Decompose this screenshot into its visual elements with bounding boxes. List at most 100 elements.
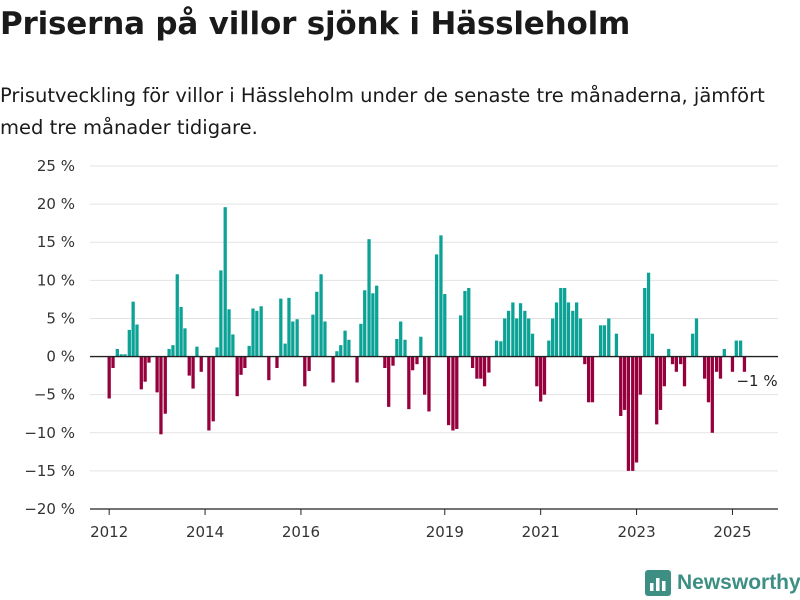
bar [706,356,711,403]
bar [467,287,471,357]
bar-chart: 25 % 20 % 15 % 10 % 5 % 0 % −5 % −10 % −15 % −20 … [24,157,778,541]
bar [199,356,203,372]
bar [455,356,459,429]
latest-value-annotation: −1 % [736,372,777,390]
y-tick-label: 25 % [37,157,75,175]
y-tick-label: −10 % [24,424,75,442]
bar [387,356,391,407]
x-tick-label: 2023 [617,523,655,541]
bar [135,324,139,357]
bar [710,356,714,433]
bar [571,310,575,357]
chart-subtitle: Prisutveckling för villor i Hässleholm u… [0,84,765,139]
bar [470,356,475,368]
brand-name: Newsworthy [677,571,800,594]
bar [535,356,539,387]
bar [235,356,239,397]
bar [371,293,375,357]
bar [634,356,639,463]
y-tick-label: 20 % [37,195,75,213]
bar [631,356,635,471]
x-tick-label: 2025 [713,523,751,541]
bar [163,356,167,414]
bar [511,302,515,357]
bar [551,318,555,357]
bar [183,328,187,357]
bar [614,333,619,357]
bar [646,272,651,357]
bar [175,274,179,357]
bar [458,315,463,357]
bar [231,334,235,357]
bar [446,356,451,426]
y-tick-label: 10 % [37,271,75,289]
bar [547,340,551,357]
bar [207,356,211,431]
y-tick-label: 0 % [46,348,75,366]
bar [586,356,591,403]
y-axis-tick-labels: 25 % 20 % 15 % 10 % 5 % 0 % −5 % −10 % −15 % −20 … [24,157,75,518]
bar [147,356,151,363]
bar [479,356,483,379]
bar [451,356,455,431]
bar [407,356,411,410]
bar [171,345,175,357]
bar [415,356,419,365]
y-tick-label: −20 % [24,500,75,518]
x-tick-label: 2021 [522,523,560,541]
bar [403,339,407,357]
bar [575,302,579,357]
gridlines [90,165,778,472]
bar [730,356,735,372]
bar [219,270,223,357]
bar [674,356,678,372]
bar [542,356,547,395]
bar [523,310,527,357]
bar [655,356,659,425]
bar [583,356,587,365]
bar [375,285,379,357]
bar [607,318,611,357]
bar [703,356,707,379]
bar [718,356,723,379]
bar [658,356,663,410]
bar [247,345,251,357]
bar-chart-logo-icon [645,570,671,596]
bar [383,356,387,368]
bar [619,356,623,417]
bar [355,356,359,383]
bar [211,356,215,422]
bars [107,207,747,471]
bar [391,356,395,366]
bar [682,356,687,387]
bar [323,321,327,357]
bar [734,340,738,357]
bar [435,254,439,357]
bar [691,333,695,357]
bar [626,356,631,471]
bar [283,343,287,357]
chart-title: Priserna på villor sjönk i Hässleholm [0,6,631,42]
bar [427,356,431,412]
bar [367,239,371,357]
bar [143,356,147,382]
bar [423,356,427,395]
bar [475,356,479,379]
bar [742,356,747,372]
bar [530,333,535,357]
bar [131,301,135,357]
bar [275,356,279,368]
bar [563,287,567,357]
bar [255,310,259,357]
bar [127,329,131,357]
bar [494,340,499,357]
bar [539,356,543,402]
bar [399,321,403,357]
bar [191,356,195,389]
y-tick-label: −15 % [24,462,75,480]
bar [179,307,183,357]
bar [111,356,115,368]
bar [187,356,191,376]
bar [638,356,643,395]
bar [566,302,571,357]
